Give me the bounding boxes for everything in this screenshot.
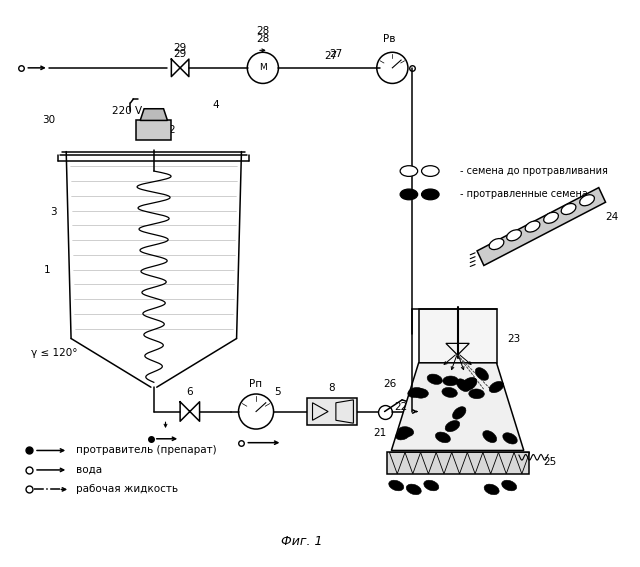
- Text: рабочая жидкость: рабочая жидкость: [76, 484, 178, 494]
- Ellipse shape: [422, 189, 439, 200]
- Text: 3: 3: [50, 207, 57, 217]
- Text: 5: 5: [274, 387, 281, 397]
- Ellipse shape: [398, 426, 413, 437]
- Ellipse shape: [413, 388, 428, 398]
- Bar: [387, 452, 529, 474]
- Text: 8: 8: [329, 383, 335, 393]
- Text: 1: 1: [44, 265, 50, 276]
- Ellipse shape: [502, 480, 516, 491]
- Text: 28: 28: [256, 33, 269, 44]
- Ellipse shape: [483, 430, 497, 443]
- Text: 28: 28: [256, 26, 269, 36]
- Ellipse shape: [400, 189, 418, 200]
- Ellipse shape: [476, 367, 488, 380]
- Text: 22: 22: [394, 401, 408, 412]
- Bar: [307, 398, 357, 425]
- Text: протравитель (препарат): протравитель (препарат): [76, 446, 216, 455]
- Text: Фиг. 1: Фиг. 1: [281, 535, 323, 548]
- Text: 2: 2: [168, 125, 175, 135]
- Ellipse shape: [525, 221, 540, 232]
- Polygon shape: [477, 188, 605, 265]
- Polygon shape: [392, 363, 524, 450]
- Ellipse shape: [400, 166, 418, 176]
- Text: 25: 25: [543, 457, 557, 467]
- Text: 21: 21: [373, 428, 387, 438]
- Text: - семена до протравливания: - семена до протравливания: [460, 166, 607, 176]
- Ellipse shape: [427, 374, 442, 384]
- Ellipse shape: [580, 194, 595, 206]
- Text: 29: 29: [173, 44, 187, 53]
- Ellipse shape: [408, 387, 423, 397]
- Text: 6: 6: [186, 387, 193, 397]
- Text: 27: 27: [324, 51, 338, 61]
- Ellipse shape: [442, 387, 458, 397]
- Ellipse shape: [388, 480, 404, 491]
- Ellipse shape: [484, 484, 499, 494]
- Ellipse shape: [544, 212, 558, 223]
- Text: 220 V: 220 V: [112, 105, 142, 116]
- Ellipse shape: [443, 376, 458, 386]
- Ellipse shape: [424, 480, 439, 491]
- Ellipse shape: [507, 230, 522, 241]
- Ellipse shape: [406, 484, 421, 494]
- Ellipse shape: [462, 378, 476, 389]
- Polygon shape: [140, 109, 168, 120]
- Text: Pв: Pв: [383, 33, 396, 44]
- Ellipse shape: [456, 379, 470, 392]
- Ellipse shape: [561, 204, 576, 214]
- Text: 30: 30: [42, 116, 55, 125]
- Text: вода: вода: [76, 465, 102, 475]
- Text: 26: 26: [383, 379, 396, 390]
- Text: 29: 29: [173, 49, 187, 59]
- Ellipse shape: [435, 432, 451, 443]
- Ellipse shape: [489, 382, 504, 393]
- Text: γ ≤ 120°: γ ≤ 120°: [31, 348, 77, 358]
- Ellipse shape: [503, 433, 517, 444]
- Ellipse shape: [463, 378, 477, 391]
- Text: M: M: [259, 64, 267, 73]
- Ellipse shape: [396, 429, 411, 440]
- Text: - протравленные семена: - протравленные семена: [460, 189, 588, 200]
- Text: 27: 27: [329, 49, 342, 59]
- Ellipse shape: [445, 421, 460, 431]
- Ellipse shape: [452, 407, 466, 419]
- Ellipse shape: [468, 389, 484, 399]
- Bar: [136, 120, 172, 140]
- Ellipse shape: [489, 239, 504, 249]
- Bar: [419, 310, 497, 363]
- Text: 4: 4: [213, 100, 220, 110]
- Text: Pп: Pп: [250, 379, 262, 390]
- Ellipse shape: [422, 166, 439, 176]
- Text: 24: 24: [605, 212, 618, 222]
- Text: 23: 23: [508, 333, 521, 344]
